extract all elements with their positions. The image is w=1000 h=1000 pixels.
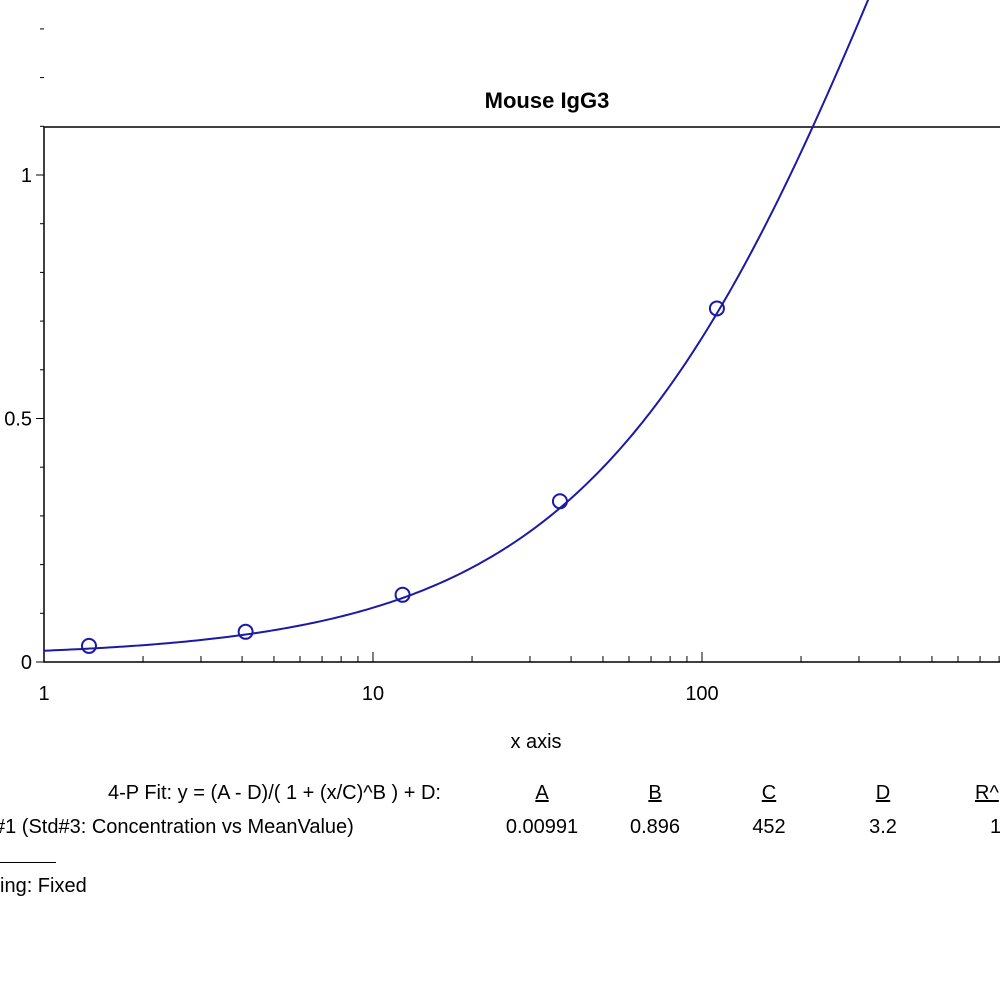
data-point [80,637,97,654]
fit-curve [43,0,870,652]
fit-value-a: 0.00991 [505,816,579,838]
x-axis-label: x axis [510,731,561,753]
fit-header-c: C [761,782,777,804]
data-point [394,586,411,603]
fit-value-b: 0.896 [629,816,681,838]
fit-header-a: A [535,782,549,804]
chart-title: Mouse IgG3 [485,88,610,113]
data-point [708,300,725,317]
fit-value-d: 3.2 [869,816,897,838]
fit-header-d: D [875,782,891,804]
fit-row-label: #1 (Std#3: Concentration vs MeanValue) [0,816,354,838]
y-tick-label: 0 [21,652,32,674]
weighting-text: ing: Fixed [0,875,87,897]
fit-header-b: B [648,782,662,804]
x-tick-label: 1 [38,683,49,705]
y-axis-ticks: 00.511.52 [4,28,44,674]
data-point [237,623,254,640]
fit-equation: 4-P Fit: y = (A - D)/( 1 + (x/C)^B ) + D… [108,782,441,804]
x-tick-label: 100 [685,683,718,705]
y-tick-label: 0.5 [4,409,32,431]
plot-frame [43,126,1000,663]
x-tick-label: 10 [362,683,384,705]
fit-header-r: R^ [975,782,999,804]
fit-value-r: 1 [990,816,1000,838]
y-tick-label: 1 [21,165,32,187]
weighting-divider [0,862,56,863]
series [43,0,870,654]
data-point [551,493,568,510]
fit-value-c: 452 [752,816,786,838]
x-axis-ticks: 1 10 100 [38,652,1000,705]
